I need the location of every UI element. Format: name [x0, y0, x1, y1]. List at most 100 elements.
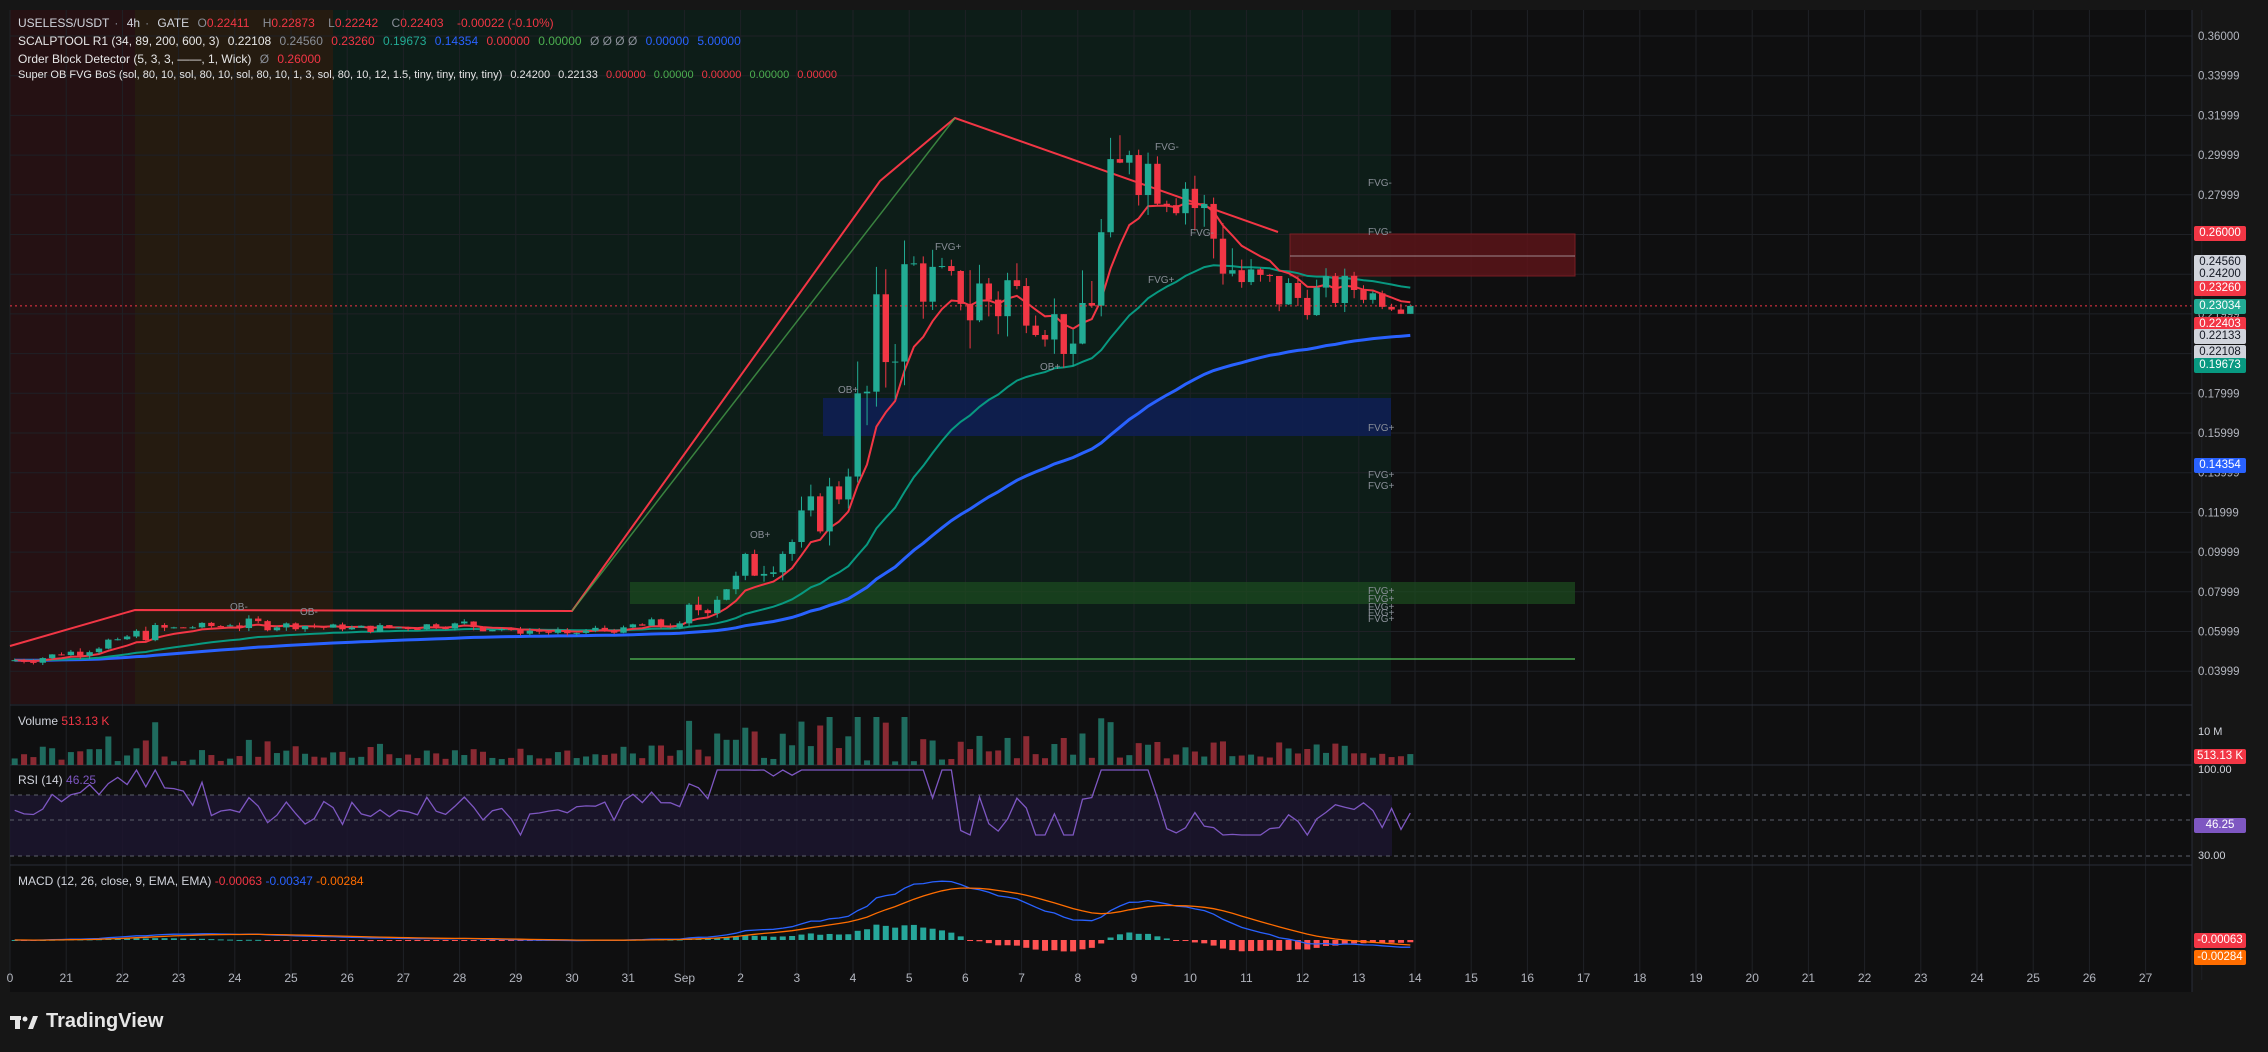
volume-bar [302, 753, 309, 765]
candle-body [1350, 275, 1358, 290]
candle-body [994, 299, 1002, 317]
chart-mark-label: OB+ [750, 530, 770, 541]
volume-bar [1182, 747, 1189, 765]
candle-body [601, 627, 608, 630]
volume-bar [1126, 755, 1133, 765]
volume-bar [714, 733, 721, 765]
time-axis-label: 13 [1352, 971, 1366, 985]
signal-line [14, 887, 1411, 946]
volume-bar [451, 750, 458, 765]
macd-histogram-bar [161, 938, 168, 940]
time-axis-label: 6 [962, 971, 969, 985]
zone-label: FVG+ [1368, 481, 1395, 492]
volume-bar [1210, 742, 1217, 765]
volume-bar [245, 739, 252, 765]
volume-bar [798, 721, 805, 765]
volume-bar [498, 759, 505, 765]
exchange-label: GATE [157, 16, 190, 30]
super-ob-name[interactable]: Super OB FVG BoS (sol, 80, 10, sol, 80, … [18, 69, 503, 81]
candle-body [1229, 270, 1236, 274]
super-ob-legend[interactable]: Super OB FVG BoS (sol, 80, 10, sol, 80, … [18, 67, 842, 83]
macd-histogram-bar [957, 936, 964, 940]
candle-body [1360, 290, 1367, 300]
volume-bar [142, 740, 149, 765]
macd-histogram-bar [1257, 940, 1264, 951]
macd-histogram-bar [367, 940, 374, 942]
candle-body [470, 621, 477, 628]
volume-bar [133, 748, 140, 765]
order-block-name[interactable]: Order Block Detector (5, 3, 3, ——, 1, Wi… [18, 52, 252, 66]
symbol-legend[interactable]: USELESS/USDT · 4h · GATE O0.22411 H0.22873… [18, 16, 554, 30]
macd-histogram-bar [807, 933, 814, 940]
volume-bar [817, 725, 824, 765]
macd-histogram-bar [433, 940, 440, 941]
rsi-label[interactable]: RSI (14) [18, 773, 63, 787]
macd-tag-2: -0.00284 [2194, 950, 2246, 965]
macd-histogram-bar [1388, 940, 1395, 943]
time-axis-label: 18 [1633, 971, 1647, 985]
time-axis-label: 17 [1577, 971, 1591, 985]
candle-body [863, 391, 871, 394]
time-axis-label: 25 [2027, 971, 2041, 985]
volume-bar [807, 746, 814, 765]
macd-histogram-bar [938, 930, 945, 940]
candle-body [170, 627, 178, 629]
macd-histogram-bar [1294, 940, 1301, 950]
macd-label[interactable]: MACD (12, 26, close, 9, EMA, EMA) [18, 874, 212, 888]
macd-v1: -0.00063 [214, 874, 263, 888]
candle-body [1135, 155, 1142, 196]
scalptool-name[interactable]: SCALPTOOL R1 (34, 89, 200, 600, 3) [18, 34, 220, 48]
price-axis-label: 0.36000 [2198, 31, 2240, 43]
candle-body [676, 623, 683, 628]
macd-histogram-bar [854, 930, 861, 940]
candle-body [976, 283, 983, 321]
time-axis-label: 0 [7, 971, 14, 985]
candle-body [1079, 302, 1086, 344]
price-axis-label: 0.07999 [2198, 587, 2240, 599]
macd-histogram-bar [442, 940, 449, 941]
candle-body [461, 621, 468, 624]
candle-body [592, 627, 599, 631]
macd-histogram-bar [1201, 940, 1208, 944]
candle-body [404, 627, 412, 630]
macd-histogram-bar [1407, 940, 1414, 943]
candle-body [704, 610, 712, 614]
macd-histogram-bar [11, 940, 18, 941]
chart-mark-label: OB- [300, 607, 318, 618]
macd-histogram-bar [1126, 932, 1133, 940]
volume-bar [1070, 754, 1077, 765]
candle-body [442, 628, 449, 630]
rsi-lower-label: 30.00 [2198, 850, 2226, 862]
volume-label[interactable]: Volume [18, 714, 59, 728]
volume-bar [573, 758, 580, 765]
volume-bar [564, 750, 571, 765]
order-block-legend[interactable]: Order Block Detector (5, 3, 3, ——, 1, Wi… [18, 51, 326, 67]
interval-label[interactable]: 4h [126, 16, 141, 30]
volume-bar [49, 748, 56, 765]
candle-body [854, 393, 861, 477]
volume-bar [114, 761, 121, 765]
macd-legend[interactable]: MACD (12, 26, close, 9, EMA, EMA) -0.000… [18, 874, 364, 888]
candle-body [685, 604, 693, 624]
volume-bar [826, 717, 833, 765]
candle-body [929, 266, 936, 302]
time-axis-label: 29 [509, 971, 523, 985]
scalptool-legend[interactable]: SCALPTOOL R1 (34, 89, 200, 600, 3) 0.221… [18, 33, 746, 49]
volume-bar [1032, 754, 1039, 765]
volume-legend[interactable]: Volume 513.13 K [18, 714, 109, 728]
candle-body [114, 639, 121, 641]
volume-bar [639, 758, 646, 765]
candle-body [245, 618, 253, 629]
volume-bar [770, 758, 777, 765]
candle-body [1182, 188, 1189, 214]
rsi-legend[interactable]: RSI (14) 46.25 [18, 773, 96, 787]
price-axis-label: 0.33999 [2198, 71, 2240, 83]
tradingview-logo[interactable]: TradingView [10, 1010, 163, 1033]
macd-histogram-bar [1210, 940, 1217, 946]
macd-histogram-bar [208, 939, 215, 941]
scalptool-v6: 0.00000 [486, 34, 530, 48]
symbol-name[interactable]: USELESS/USDT [18, 16, 110, 30]
volume-bar [1173, 754, 1180, 765]
macd-histogram-bar [704, 938, 711, 940]
